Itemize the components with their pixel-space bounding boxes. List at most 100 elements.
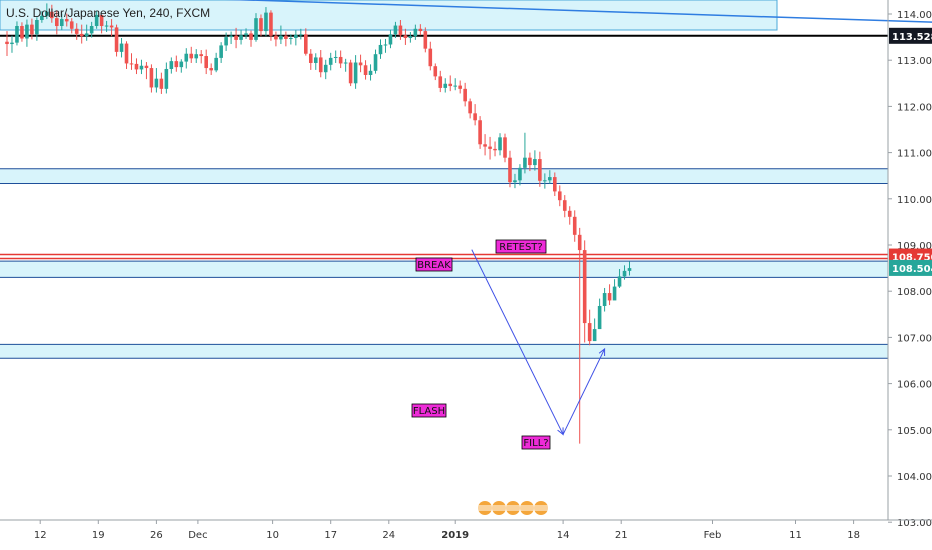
- candle-body: [35, 20, 39, 35]
- candle-body: [413, 28, 418, 37]
- candle-body: [124, 43, 129, 64]
- x-tick-label: 11: [789, 530, 802, 541]
- candle-body: [74, 28, 79, 34]
- candle-body: [104, 25, 109, 27]
- candle-body: [159, 78, 164, 89]
- candle-body: [15, 26, 19, 43]
- price-label-0: 113.528: [889, 27, 932, 44]
- candle-body: [114, 27, 119, 52]
- candle-body: [109, 25, 114, 28]
- candle-body: [40, 15, 44, 21]
- x-tick-label: 21: [615, 530, 628, 541]
- candle-body: [343, 62, 348, 64]
- candle-body: [338, 56, 343, 64]
- candle-body: [363, 65, 368, 75]
- candle-body: [617, 276, 622, 287]
- x-tick-label: 19: [92, 530, 105, 541]
- candle-body: [468, 101, 472, 114]
- candle-body: [179, 61, 184, 68]
- candle-body: [428, 48, 433, 67]
- zone-0: [0, 168, 888, 184]
- candle-body: [368, 70, 373, 75]
- candle-body: [129, 63, 134, 65]
- candle-body: [562, 200, 567, 211]
- candle-body: [493, 148, 497, 151]
- svg-text:BREAK: BREAK: [417, 260, 451, 271]
- candle-body: [458, 85, 462, 89]
- svg-text:FILL?: FILL?: [523, 438, 548, 449]
- annotations-layer: RETEST? BREAK FLASH FILL?: [411, 239, 606, 450]
- candle-body: [214, 57, 218, 71]
- candle-body: [333, 56, 338, 58]
- x-tick-label: Dec: [188, 530, 207, 541]
- candle-body: [20, 26, 24, 39]
- candle-body: [622, 270, 627, 277]
- candle-body: [5, 41, 9, 45]
- candle-body: [388, 34, 393, 45]
- candle-body: [274, 35, 278, 40]
- candle-body: [169, 61, 174, 69]
- candle-body: [84, 33, 89, 37]
- candle-body: [503, 137, 507, 158]
- candle-body: [269, 12, 273, 36]
- x-tick-label: 14: [557, 530, 570, 541]
- zones-layer: [0, 0, 888, 359]
- candle-body: [602, 293, 607, 306]
- trend-line: [225, 0, 932, 23]
- zone-2: [0, 344, 888, 359]
- annotation-retest[interactable]: RETEST?: [495, 239, 547, 254]
- candle-body: [209, 68, 213, 71]
- candle-body: [308, 53, 313, 63]
- candle-body: [194, 54, 199, 59]
- candle-body: [55, 18, 59, 27]
- x-tick-label: 10: [266, 530, 279, 541]
- price-axis[interactable]: 114.000 113.000 112.000 111.000 110.000 109.0…: [887, 0, 932, 529]
- candle-body: [313, 57, 318, 63]
- candle-body: [244, 33, 248, 36]
- chart-title: U.S. Dollar/Japanese Yen, 240, FXCM: [6, 6, 211, 20]
- candle-body: [423, 31, 428, 49]
- candle-body: [318, 57, 323, 73]
- candle-body: [463, 88, 467, 102]
- candle-body: [154, 78, 159, 88]
- candle-body: [378, 44, 383, 55]
- candle-body: [328, 57, 333, 65]
- candle-body: [373, 54, 378, 71]
- y-tick-label: 111.000: [897, 149, 932, 160]
- ui-layer: [478, 501, 548, 515]
- arrow-head-down: [557, 427, 564, 436]
- annotation-break[interactable]: BREAK: [415, 257, 453, 272]
- candle-body: [353, 62, 358, 84]
- x-tick-label: 26: [150, 530, 163, 541]
- x-tick-label: 12: [34, 530, 47, 541]
- annotation-fill[interactable]: FILL?: [521, 435, 551, 450]
- candle-body: [582, 250, 587, 324]
- candle-body: [204, 56, 208, 69]
- candle-body: [50, 11, 54, 19]
- candle-body: [94, 14, 99, 27]
- time-axis[interactable]: 12 19 26 Dec 10 17 24 2019 14 21 Feb 11 18: [0, 519, 932, 541]
- x-tick-label: 17: [324, 530, 337, 541]
- candle-body: [264, 12, 268, 32]
- candle-body: [259, 18, 263, 32]
- candle-body: [528, 157, 532, 166]
- candle-body: [59, 19, 64, 27]
- candle-body: [483, 144, 487, 147]
- y-tick-label: 107.000: [897, 333, 932, 344]
- candle-body: [518, 167, 522, 181]
- candle-body: [64, 19, 69, 22]
- candle-body: [513, 180, 517, 183]
- tradingview-logo: [478, 501, 548, 515]
- y-tick-label: 113.000: [897, 56, 932, 67]
- annotation-flash[interactable]: FLASH: [411, 403, 447, 418]
- candle-body: [577, 234, 582, 251]
- svg-text:RETEST?: RETEST?: [499, 242, 542, 253]
- svg-text:FLASH: FLASH: [413, 406, 445, 417]
- candle-body: [149, 68, 154, 88]
- y-tick-label: 110.000: [897, 195, 932, 206]
- y-tick-label: 104.000: [897, 472, 932, 483]
- candle-body: [164, 68, 169, 89]
- candle-body: [443, 83, 448, 88]
- candle-body: [89, 26, 94, 34]
